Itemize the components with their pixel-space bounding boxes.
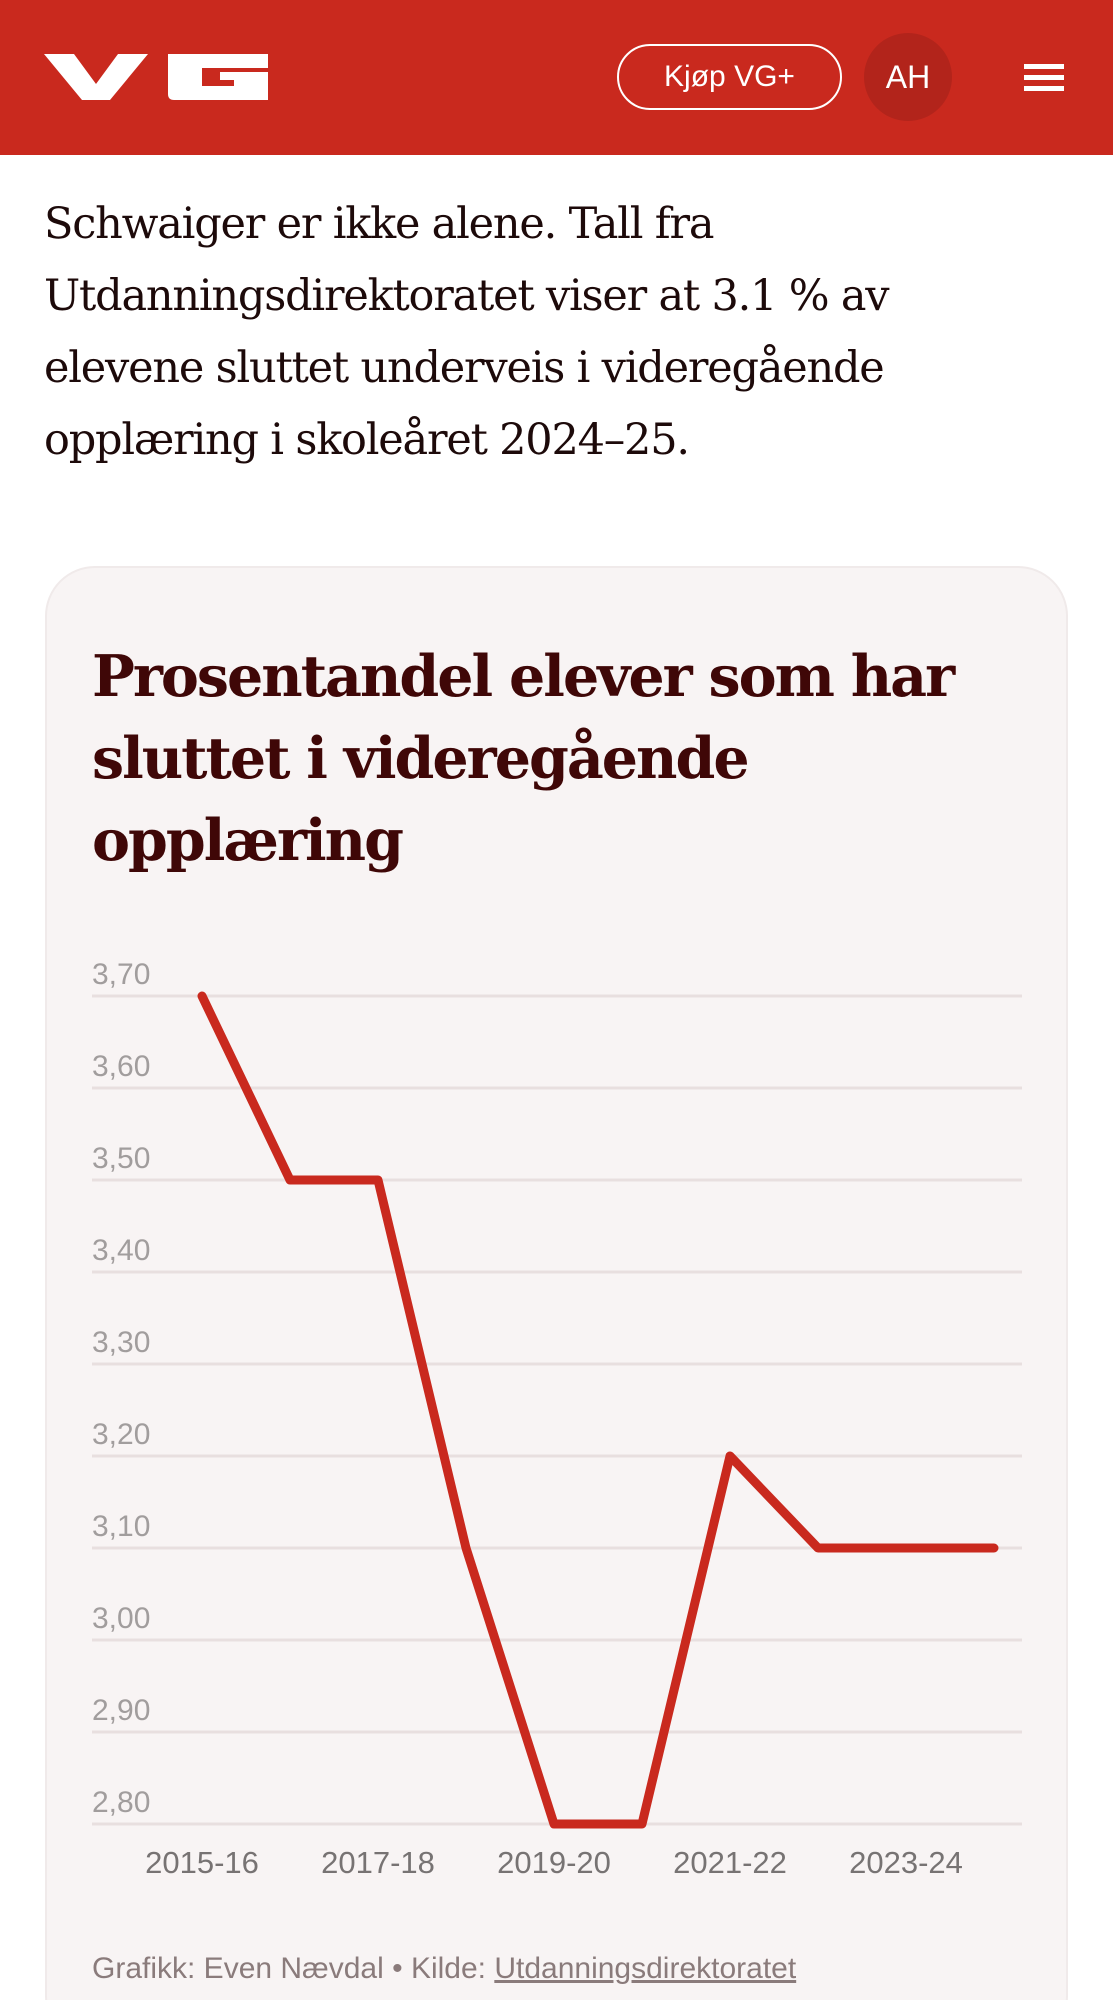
chart-card (45, 566, 1068, 2000)
y-tick-label: 3,20 (92, 1418, 150, 1451)
y-tick-label: 3,60 (92, 1050, 150, 1083)
hamburger-menu-icon[interactable] (1024, 64, 1064, 92)
buy-vg-plus-button[interactable]: Kjøp VG+ (617, 44, 842, 110)
y-tick-label: 3,10 (92, 1510, 150, 1543)
y-tick-label: 3,50 (92, 1142, 150, 1175)
article-paragraph: Schwaiger er ikke alene. Tall fra Utdann… (44, 199, 890, 465)
series-line (197, 991, 999, 1829)
chart-title: Prosentandel elever som har sluttet i vi… (92, 643, 955, 874)
user-avatar[interactable]: AH (864, 33, 952, 121)
menu-bar (1024, 64, 1064, 69)
x-tick-label: 2021-22 (673, 1845, 787, 1880)
source-link[interactable]: Utdanningsdirektoratet (494, 1952, 797, 1985)
menu-bar (1024, 86, 1064, 91)
series-lines (197, 991, 999, 1829)
y-tick-label: 3,70 (92, 958, 150, 991)
gridlines (92, 994, 1022, 1826)
y-tick-label: 3,40 (92, 1234, 150, 1267)
x-tick-label: 2023-24 (849, 1845, 963, 1880)
x-axis-labels: 2015-16 2017-18 2019-20 2021-22 2023-24 (145, 1845, 963, 1880)
x-tick-label: 2019-20 (497, 1845, 611, 1880)
y-tick-label: 2,80 (92, 1786, 150, 1819)
x-tick-label: 2015-16 (145, 1845, 259, 1880)
credit-text: Grafikk: Even Nævdal • Kilde: (92, 1952, 495, 1985)
y-tick-label: 2,90 (92, 1694, 150, 1727)
y-tick-label: 3,00 (92, 1602, 150, 1635)
chart-credit: Grafikk: Even Nævdal • Kilde: Utdannings… (92, 1952, 796, 1986)
x-tick-label: 2017-18 (321, 1845, 435, 1880)
menu-bar (1024, 75, 1064, 80)
y-axis-labels: 3,70 3,60 3,50 3,40 3,30 3,20 3,10 3,00 2,90 2,80 (92, 958, 150, 1819)
top-navigation-bar: VG Kjøp VG+ AH (0, 0, 1113, 155)
y-tick-label: 3,30 (92, 1326, 150, 1359)
vg-logo[interactable]: VG (44, 54, 268, 100)
